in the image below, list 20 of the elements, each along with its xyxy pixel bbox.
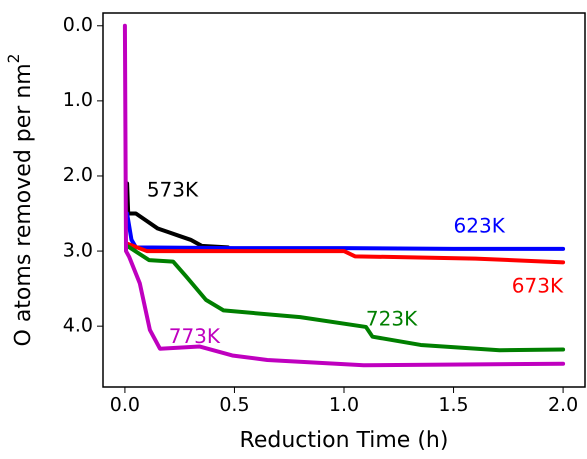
x-tick-label: 2.0 [548,394,578,416]
y-tick-label: 3.0 [62,239,93,262]
line-series [126,244,566,352]
series-label: 573K [146,177,199,202]
series-label: 723K [366,306,418,331]
x-tick-label: 0.5 [219,394,250,416]
series-label: 773K [168,324,221,348]
y-tick-label: 4.0 [62,314,93,336]
line-series [125,242,566,264]
y-tick-label: 1.0 [62,89,93,112]
y-tick-label: 2.0 [62,164,93,186]
x-axis-title: Reduction Time (h) [240,428,448,453]
series-label: 673K [512,274,564,298]
x-tick-label: 0.0 [110,394,140,416]
series-label: 623K [454,214,506,238]
line-series [125,212,566,251]
x-tick-label: 1.5 [438,394,469,416]
x-tick-label: 1.0 [328,394,360,416]
line-series [122,24,566,368]
y-tick-label: 0.0 [62,14,93,36]
